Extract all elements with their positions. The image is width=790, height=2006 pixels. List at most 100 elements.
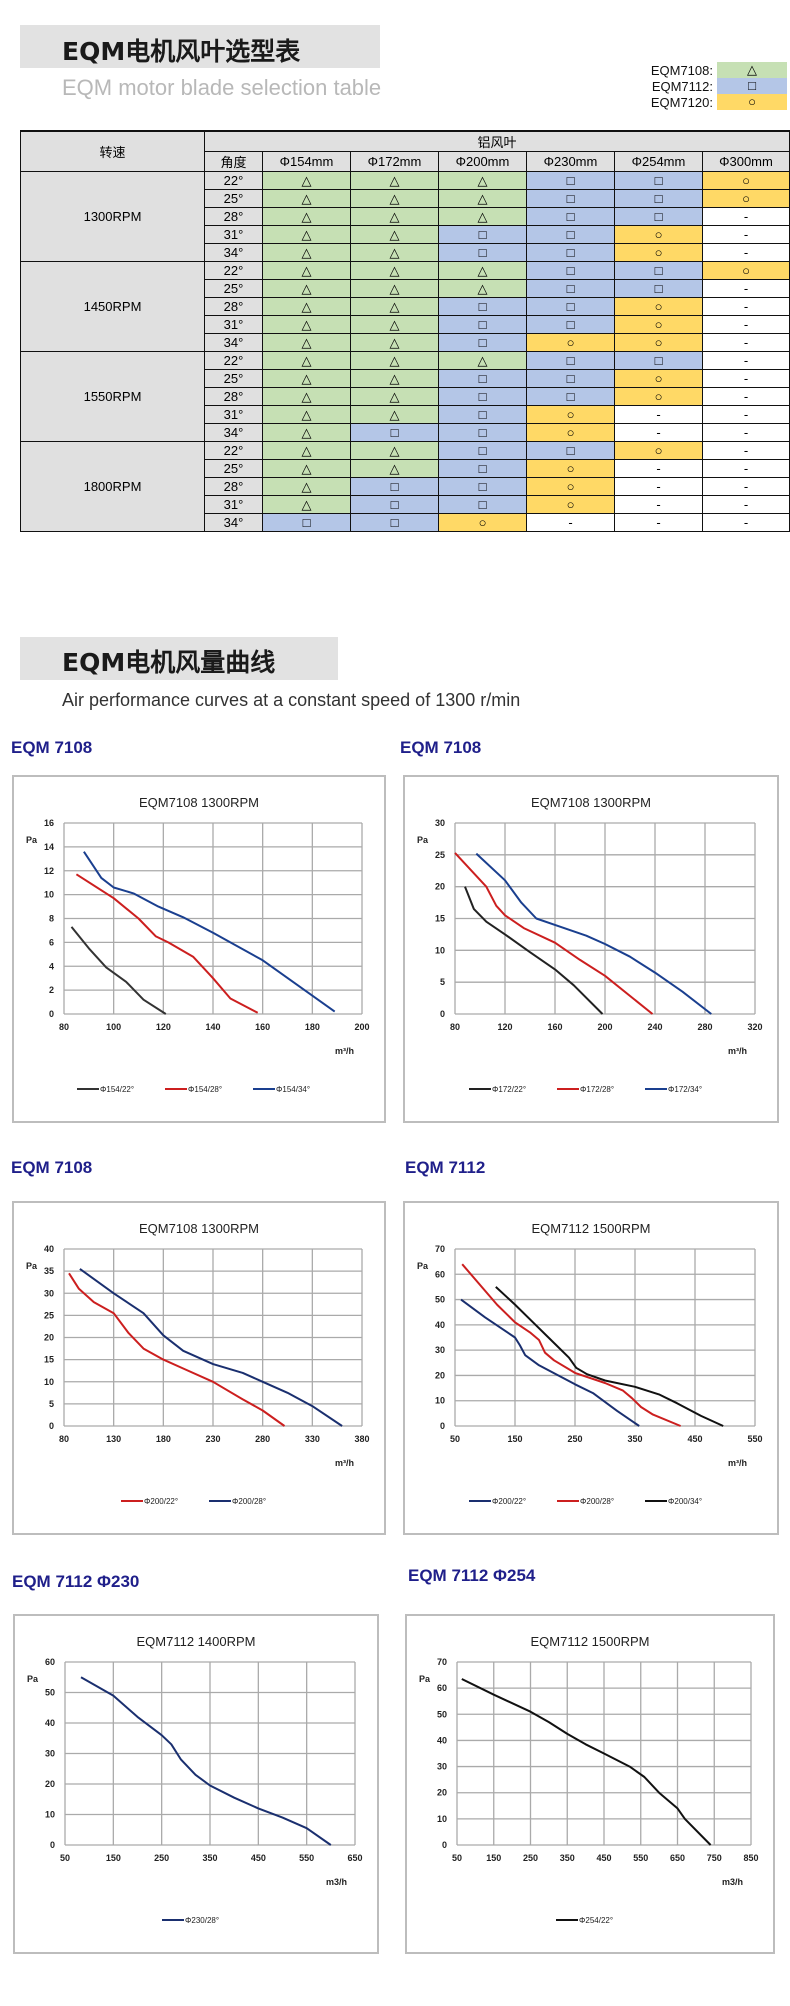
svg-text:10: 10 <box>44 890 54 900</box>
legend-entry: Φ154/34° <box>276 1085 310 1094</box>
svg-text:200: 200 <box>354 1022 369 1032</box>
dash: - <box>702 243 790 262</box>
triangle-icon: △ <box>350 225 439 244</box>
circle-icon: ○ <box>614 297 703 316</box>
section1-subtitle: EQM motor blade selection table <box>62 75 382 100</box>
triangle-icon: △ <box>438 171 527 190</box>
pressure-flow-chart: EQM7112 1400RPM 50 150 250 350 450 550 650 0 10 20… <box>13 1614 379 1954</box>
legend-entry: Φ200/28° <box>232 1497 266 1506</box>
chart-model-label: EQM 7112 Φ230 <box>12 1572 140 1591</box>
svg-text:250: 250 <box>523 1853 538 1863</box>
svg-text:4: 4 <box>49 961 54 971</box>
legend-entry: Φ172/34° <box>668 1085 702 1094</box>
svg-text:550: 550 <box>299 1853 314 1863</box>
circle-icon: ○ <box>717 94 787 110</box>
square-icon: □ <box>438 459 527 478</box>
dash: - <box>614 513 703 532</box>
svg-text:10: 10 <box>437 1814 447 1824</box>
y-axis-label: Pa <box>417 1261 429 1271</box>
square-icon: □ <box>526 207 615 226</box>
speed-cell: 1450RPM <box>20 261 205 352</box>
svg-text:6: 6 <box>49 937 54 947</box>
legend-label: EQM7112: <box>651 78 713 94</box>
triangle-icon: △ <box>262 333 351 352</box>
dash: - <box>702 369 790 388</box>
svg-text:15: 15 <box>435 914 445 924</box>
angle-cell: 22° <box>204 261 263 280</box>
svg-text:550: 550 <box>633 1853 648 1863</box>
legend-entry: Φ154/28° <box>188 1085 222 1094</box>
triangle-icon: △ <box>350 315 439 334</box>
svg-text:16: 16 <box>44 818 54 828</box>
square-icon: □ <box>438 495 527 514</box>
dash: - <box>702 333 790 352</box>
chart-title: EQM7108 1300RPM <box>531 795 651 810</box>
table-row: 34° △ △ □ □ ○ - <box>21 243 790 262</box>
svg-text:180: 180 <box>156 1434 171 1444</box>
triangle-icon: △ <box>350 243 439 262</box>
svg-text:200: 200 <box>597 1022 612 1032</box>
svg-text:280: 280 <box>255 1434 270 1444</box>
dash: - <box>702 207 790 226</box>
dash: - <box>702 423 790 442</box>
svg-text:350: 350 <box>560 1853 575 1863</box>
dash: - <box>702 279 790 298</box>
table-row: 1300RPM 22° △ △ △ □ □ ○ <box>20 171 790 262</box>
svg-text:20: 20 <box>44 1333 54 1343</box>
dash: - <box>614 423 703 442</box>
circle-icon: ○ <box>614 387 703 406</box>
svg-text:10: 10 <box>435 945 445 955</box>
chart-title: EQM7108 1300RPM <box>139 795 259 810</box>
triangle-icon: △ <box>350 207 439 226</box>
dash: - <box>702 315 790 334</box>
triangle-icon: △ <box>438 207 527 226</box>
legend-entry: Φ154/22° <box>100 1085 134 1094</box>
svg-text:15: 15 <box>44 1355 54 1365</box>
angle-cell: 31° <box>204 495 263 514</box>
svg-text:80: 80 <box>450 1022 460 1032</box>
svg-text:5: 5 <box>440 977 445 987</box>
pressure-flow-chart: EQM7108 1300RPM 80 100 120 140 160 180 200 0 2 4 6 8… <box>12 775 386 1123</box>
triangle-icon: △ <box>262 207 351 226</box>
y-axis-label: Pa <box>27 1674 39 1684</box>
diameter-header: Φ172mm <box>350 151 439 172</box>
svg-text:12: 12 <box>44 866 54 876</box>
svg-text:750: 750 <box>707 1853 722 1863</box>
dash: - <box>702 405 790 424</box>
circle-icon: ○ <box>702 189 790 208</box>
svg-text:0: 0 <box>50 1840 55 1850</box>
square-icon: □ <box>438 405 527 424</box>
svg-text:230: 230 <box>205 1434 220 1444</box>
square-icon: □ <box>438 423 527 442</box>
circle-icon: ○ <box>526 495 615 514</box>
table-row: 1800RPM 22° △ △ □ □ ○ - <box>20 441 790 532</box>
dash: - <box>614 495 703 514</box>
dash: - <box>702 441 790 460</box>
section2-title-bar <box>20 637 338 680</box>
table-row: 31° △ △ □ □ ○ - <box>21 315 790 334</box>
triangle-icon: △ <box>350 387 439 406</box>
svg-text:450: 450 <box>596 1853 611 1863</box>
series-line <box>460 1298 640 1427</box>
circle-icon: ○ <box>614 369 703 388</box>
svg-text:550: 550 <box>747 1434 762 1444</box>
square-icon: □ <box>526 279 615 298</box>
dash: - <box>702 351 790 370</box>
diameter-header: Φ254mm <box>614 151 703 172</box>
svg-text:130: 130 <box>106 1434 121 1444</box>
angle-cell: 25° <box>204 189 263 208</box>
square-icon: □ <box>262 513 351 532</box>
circle-icon: ○ <box>526 459 615 478</box>
angle-cell: 25° <box>204 279 263 298</box>
svg-text:40: 40 <box>435 1320 445 1330</box>
svg-text:180: 180 <box>305 1022 320 1032</box>
svg-text:0: 0 <box>440 1421 445 1431</box>
square-icon: □ <box>350 423 439 442</box>
legend-entry: Φ200/22° <box>492 1497 526 1506</box>
square-icon: □ <box>614 171 703 190</box>
y-axis-label: Pa <box>419 1674 431 1684</box>
diameter-header: Φ200mm <box>438 151 527 172</box>
svg-text:20: 20 <box>435 882 445 892</box>
angle-header: 角度 <box>204 151 263 172</box>
